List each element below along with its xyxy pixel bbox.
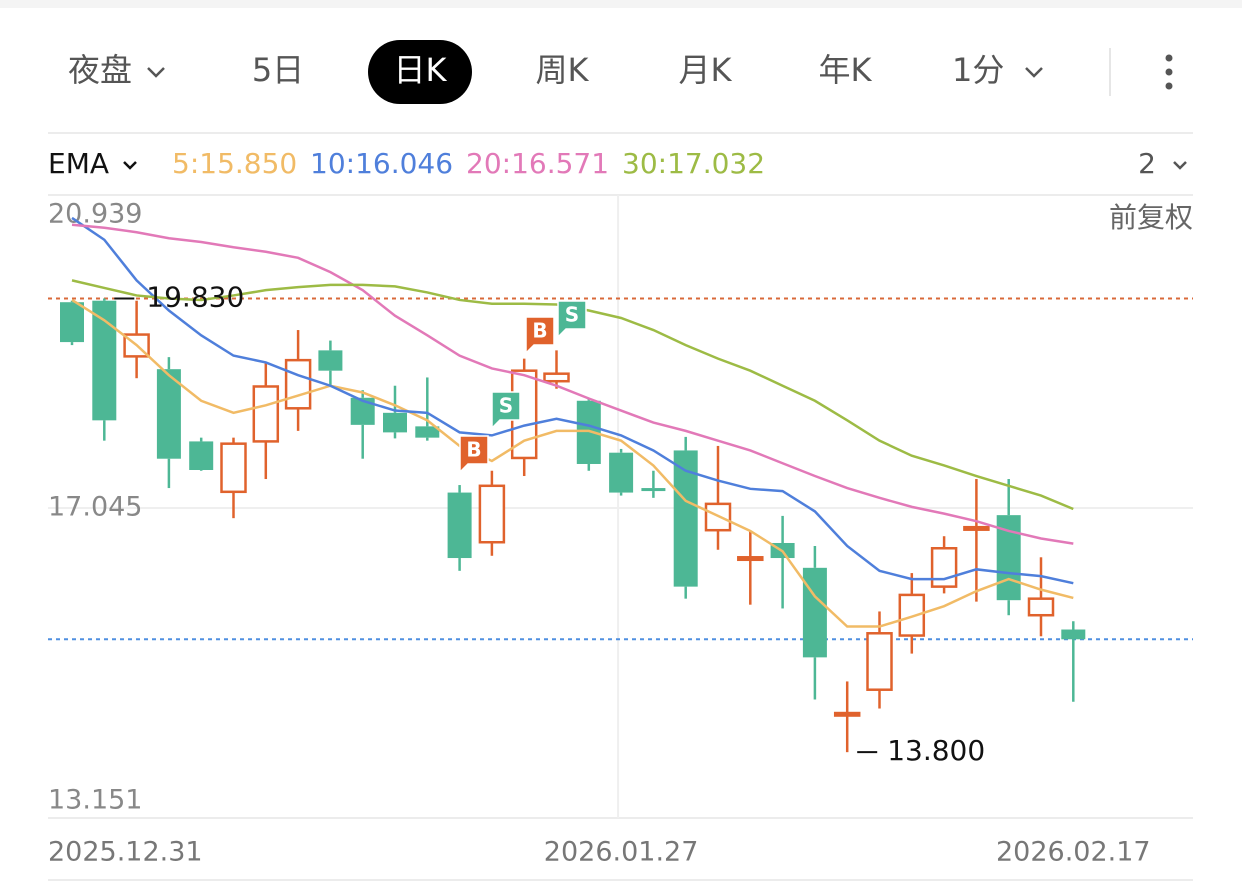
marker-label: S	[565, 303, 579, 327]
tab[interactable]: 周K	[536, 51, 590, 89]
trade-marker: S	[557, 300, 587, 339]
marker-badge	[525, 316, 555, 355]
marker-label: B	[532, 319, 547, 343]
candle-body	[189, 441, 214, 471]
tab[interactable]: 年K	[819, 51, 873, 89]
candle-body	[802, 567, 827, 658]
trade-marker: B	[525, 316, 555, 355]
ema-line	[71, 298, 1074, 628]
tab-selected-pill	[368, 40, 472, 104]
x-tick-label: 2025.12.31	[48, 837, 203, 868]
x-tick-label: 2026.01.27	[544, 837, 699, 868]
candle-body	[1061, 629, 1086, 640]
candle-body	[866, 632, 893, 691]
low-label: 13.800	[887, 734, 985, 767]
candle-body	[415, 426, 440, 438]
candle-body	[447, 492, 472, 559]
candle-body	[1027, 597, 1055, 617]
candle-body	[60, 302, 84, 343]
tab[interactable]: 月K	[679, 51, 733, 89]
ema-line	[71, 223, 1074, 545]
candle-body	[92, 300, 117, 421]
ema-line	[71, 216, 1074, 585]
candle-body	[543, 372, 570, 383]
y-tick-label: 13.151	[48, 785, 142, 816]
candle-body	[318, 350, 343, 371]
tab[interactable]: 5日	[252, 51, 304, 89]
candle-body	[284, 358, 312, 410]
candle-body	[252, 385, 280, 443]
candle-body	[220, 442, 247, 494]
plot: 13.151 17.045 20.939 2025.12.31 2026.01.27 20…	[48, 195, 1193, 868]
trade-marker: B	[459, 435, 489, 474]
candle-body	[641, 488, 666, 492]
candle-body	[963, 525, 990, 531]
indicator-count[interactable]: 2	[1138, 147, 1156, 180]
candle-body	[833, 711, 861, 717]
trade-marker: S	[491, 391, 521, 430]
top-strip	[0, 0, 1242, 8]
high-label: 19.830	[146, 280, 244, 313]
candle-body	[737, 556, 764, 562]
ema-value: 5:15.850	[172, 147, 297, 180]
marker-label: S	[499, 394, 513, 418]
chevron	[1025, 67, 1043, 78]
candle-body	[156, 369, 181, 459]
candle-body	[609, 452, 634, 493]
marker-badge	[557, 300, 587, 339]
ema-value: 10:16.046	[310, 147, 453, 180]
y-tick-label: 17.045	[48, 492, 142, 523]
candle-body	[930, 547, 958, 588]
marker-badge	[459, 435, 489, 474]
more-menu[interactable]	[1165, 54, 1173, 90]
chevron	[1173, 161, 1187, 170]
tab[interactable]: 1分	[952, 51, 1004, 89]
candle-body	[478, 484, 506, 544]
ema-value: 30:17.032	[622, 147, 765, 180]
chevron	[147, 67, 165, 78]
chevron	[123, 161, 137, 170]
x-tick-label: 2026.02.17	[996, 837, 1151, 868]
candle-body	[383, 412, 407, 433]
marker-label: B	[466, 438, 481, 462]
tab[interactable]: 夜盘	[68, 51, 132, 89]
ema-value: 20:16.571	[466, 147, 609, 180]
tab-selected[interactable]: 日K	[394, 51, 448, 89]
indicator-name[interactable]: EMA	[48, 147, 109, 180]
adjust-label[interactable]: 前复权	[1109, 201, 1193, 234]
y-tick-label: 20.939	[48, 199, 142, 230]
marker-badge	[491, 391, 521, 430]
